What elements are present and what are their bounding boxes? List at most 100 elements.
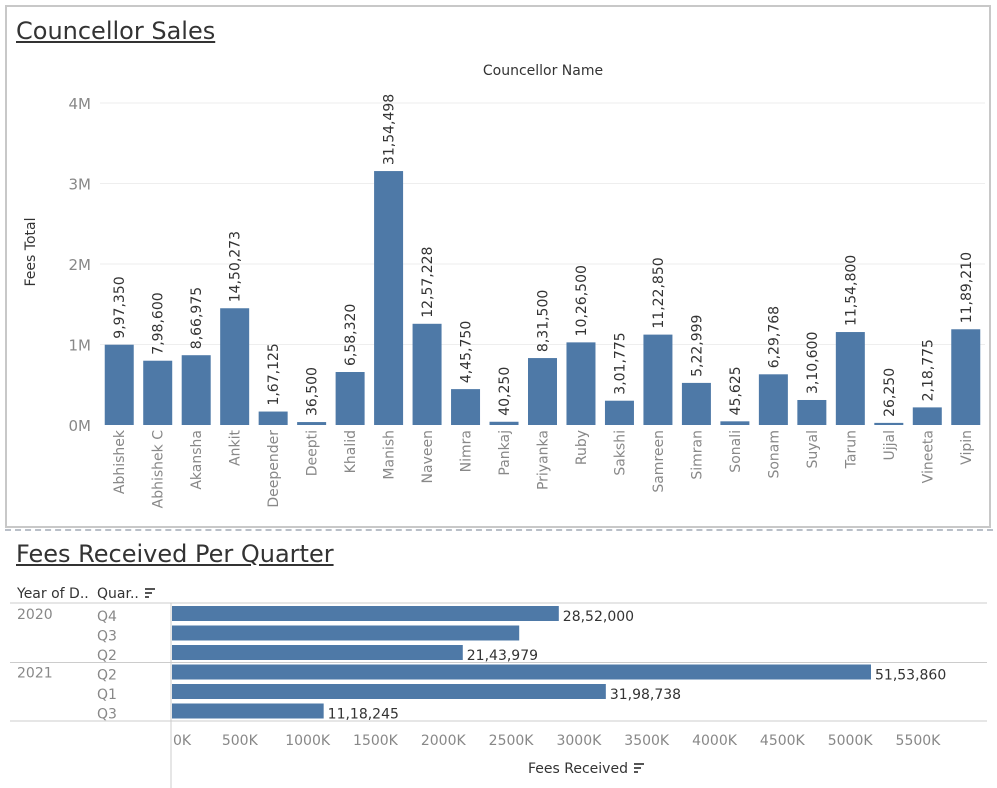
- category-label: Ruby: [574, 430, 590, 465]
- category-label: Ankit: [228, 429, 244, 465]
- bar[interactable]: [374, 171, 404, 425]
- category-label: Naveen: [420, 430, 436, 483]
- quarter-label: Q4: [97, 609, 117, 625]
- quarter-label: Q3: [97, 628, 117, 644]
- data-label: 6,29,768: [766, 306, 782, 368]
- bar[interactable]: [297, 422, 327, 425]
- bar[interactable]: [181, 355, 211, 425]
- quarter-label: Q3: [97, 706, 117, 722]
- category-label: Priyanka: [536, 430, 552, 490]
- y-axis-title: Fees Total: [23, 218, 39, 287]
- x-tick-label: 5500K: [896, 733, 942, 749]
- bar[interactable]: [172, 606, 559, 621]
- category-label: Deepti: [305, 430, 321, 476]
- year-column-header[interactable]: Year of D..: [16, 586, 89, 602]
- data-label: 51,53,860: [875, 667, 946, 683]
- bar[interactable]: [451, 389, 481, 425]
- data-label: 31,54,498: [382, 94, 398, 165]
- x-tick-label: 3000K: [556, 733, 602, 749]
- category-label: Abhishek C: [151, 430, 167, 509]
- bar[interactable]: [258, 411, 288, 425]
- category-label: Manish: [382, 430, 398, 480]
- bar[interactable]: [566, 342, 596, 425]
- bar[interactable]: [681, 382, 711, 425]
- y-tick-label: 1M: [69, 337, 92, 355]
- quarter-column-header[interactable]: Quar..: [97, 586, 139, 602]
- y-tick-label: 4M: [69, 95, 92, 113]
- data-label: 8,31,500: [536, 290, 552, 352]
- bar[interactable]: [335, 372, 365, 425]
- data-label: 45,625: [728, 366, 744, 415]
- x-axis-title: Councellor Name: [483, 63, 603, 79]
- data-label: 28,52,000: [563, 609, 634, 625]
- data-label: 6,58,320: [343, 304, 359, 366]
- x-tick-label: 4000K: [692, 733, 738, 749]
- bar[interactable]: [172, 664, 871, 680]
- bar[interactable]: [720, 421, 750, 425]
- category-label: Ujjal: [882, 430, 898, 461]
- y-tick-label: 0M: [69, 417, 92, 435]
- data-label: 11,18,245: [328, 706, 399, 722]
- bar[interactable]: [758, 374, 788, 425]
- x-tick-label: 4500K: [760, 733, 806, 749]
- bar[interactable]: [951, 329, 981, 425]
- bar[interactable]: [797, 399, 827, 425]
- x-axis-title: Fees Received: [528, 761, 628, 777]
- x-tick-label: 0K: [173, 733, 192, 749]
- data-label: 9,97,350: [112, 276, 128, 338]
- data-label: 11,22,850: [651, 257, 667, 328]
- bar[interactable]: [528, 358, 557, 425]
- bar[interactable]: [172, 684, 606, 699]
- bar[interactable]: [912, 407, 942, 425]
- x-tick-label: 2500K: [489, 733, 535, 749]
- category-label: Vineeta: [920, 430, 936, 483]
- x-tick-label: 1000K: [285, 733, 331, 749]
- x-tick-label: 500K: [222, 733, 259, 749]
- category-label: Khalid: [343, 430, 359, 473]
- category-label: Pankaj: [497, 430, 513, 476]
- data-label: 12,57,228: [420, 247, 436, 318]
- x-tick-label: 3500K: [624, 733, 670, 749]
- data-label: 1,67,125: [266, 343, 282, 405]
- category-label: Sakshi: [612, 430, 628, 476]
- panel-divider: [5, 529, 993, 531]
- data-label: 3,01,775: [612, 332, 628, 394]
- data-label: 2,18,775: [920, 339, 936, 401]
- fees-per-quarter-title: Fees Received Per Quarter: [16, 540, 334, 568]
- category-label: Vipin: [959, 430, 975, 465]
- bar[interactable]: [835, 332, 865, 425]
- bar[interactable]: [172, 703, 324, 719]
- sort-descending-icon[interactable]: [634, 763, 644, 773]
- category-label: Sonam: [766, 430, 782, 479]
- data-label: 4,45,750: [459, 321, 475, 383]
- bar[interactable]: [172, 625, 520, 641]
- data-label: 7,98,600: [151, 292, 167, 354]
- bar[interactable]: [874, 422, 904, 425]
- category-label: Tarun: [843, 430, 859, 469]
- data-label: 3,10,600: [805, 332, 821, 394]
- sort-descending-icon[interactable]: [145, 588, 155, 598]
- bar[interactable]: [643, 334, 673, 425]
- bar[interactable]: [604, 400, 634, 425]
- data-label: 21,43,979: [467, 648, 538, 664]
- category-label: Suyal: [805, 430, 821, 469]
- data-label: 11,54,800: [843, 255, 859, 326]
- category-label: Abhishek: [112, 429, 128, 494]
- x-tick-label: 1500K: [353, 733, 399, 749]
- bar[interactable]: [143, 360, 173, 425]
- bar[interactable]: [489, 421, 519, 425]
- bar[interactable]: [172, 645, 463, 660]
- x-tick-label: 5000K: [828, 733, 874, 749]
- y-tick-label: 2M: [69, 256, 92, 274]
- bar[interactable]: [412, 323, 442, 425]
- bar[interactable]: [220, 308, 250, 425]
- y-tick-label: 3M: [69, 176, 92, 194]
- bar[interactable]: [104, 344, 134, 425]
- category-label: Nimra: [459, 430, 475, 472]
- category-label: Deepender: [266, 430, 282, 508]
- category-label: Sonali: [728, 430, 744, 473]
- data-label: 10,26,500: [574, 265, 590, 336]
- data-label: 40,250: [497, 367, 513, 416]
- data-label: 8,66,975: [189, 287, 205, 349]
